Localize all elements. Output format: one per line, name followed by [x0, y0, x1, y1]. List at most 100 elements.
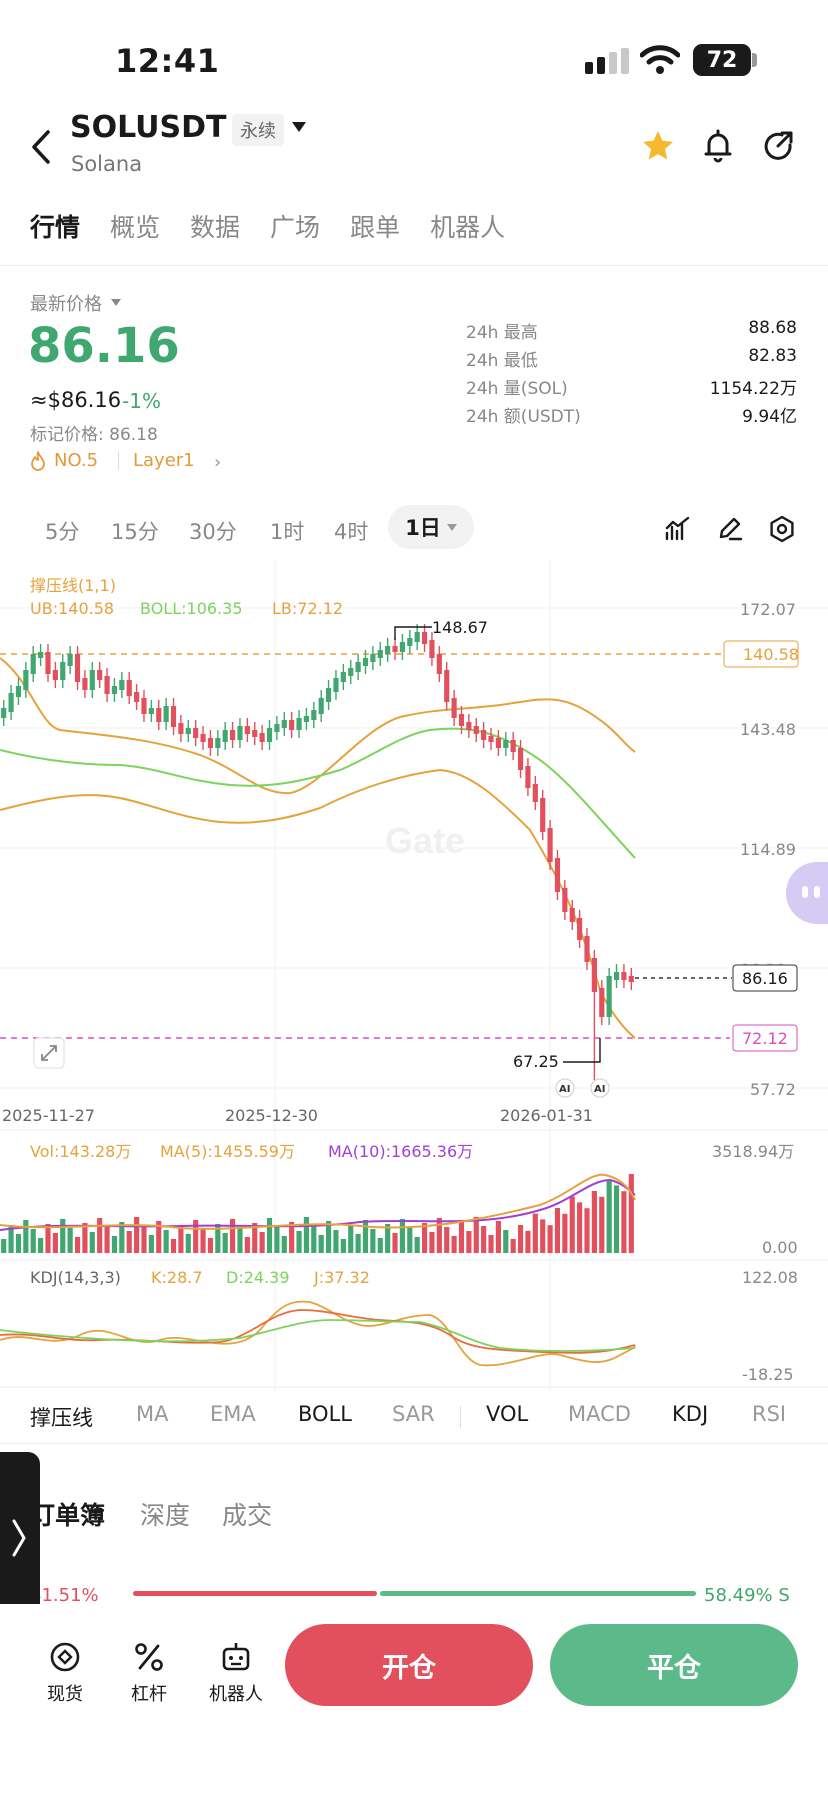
side-drawer-handle[interactable] [0, 1452, 40, 1624]
draw-pencil-icon[interactable] [716, 515, 744, 543]
ind-tab-ma[interactable]: MA [136, 1402, 169, 1426]
stat-low-label: 24h 最低 [466, 351, 538, 371]
boll-upper-line [0, 657, 636, 795]
candle-body [473, 726, 479, 734]
fullscreen-icon[interactable] [33, 1037, 65, 1069]
tab-market[interactable]: 行情 [30, 213, 81, 242]
last-price-dropdown-icon[interactable] [111, 299, 121, 306]
ind-tab-vol[interactable]: VOL [486, 1402, 529, 1426]
volume-bar [82, 1223, 88, 1253]
boll-mid-line [0, 727, 636, 859]
ind-tab-macd[interactable]: MACD [568, 1402, 631, 1426]
nav-spot[interactable]: 现货 [35, 1640, 95, 1706]
chart-settings-icon[interactable] [768, 515, 796, 543]
ai-badge-1[interactable]: AI [559, 1084, 570, 1095]
tab-copy-trade[interactable]: 跟单 [350, 213, 401, 242]
timeframe-5m[interactable]: 5分 [45, 520, 80, 544]
volume-bar [414, 1237, 420, 1253]
close-position-button[interactable]: 平仓 [550, 1624, 798, 1706]
candle-body [222, 730, 228, 742]
candle-body [562, 888, 568, 912]
timeframe-1h[interactable]: 1时 [270, 520, 305, 544]
candle-body [126, 680, 132, 696]
vol-min-label: 0.00 [762, 1238, 798, 1257]
candle-body [591, 958, 597, 992]
nav-leverage-label: 杠杆 [131, 1684, 167, 1705]
tab-orderbook[interactable]: 订单簿 [30, 1501, 106, 1530]
timeframe-1d[interactable]: 1日 [388, 505, 474, 549]
candle-body [481, 730, 487, 740]
status-time: 12:41 [115, 42, 220, 80]
volume-bar [207, 1238, 214, 1253]
candle-body [554, 858, 561, 892]
candle-body [466, 722, 472, 730]
candlestick-series [1, 624, 634, 1080]
candle-body [252, 730, 258, 737]
volume-bar [74, 1237, 81, 1253]
indicator-chart-icon[interactable] [664, 515, 692, 543]
candle-body [89, 670, 95, 690]
nav-leverage[interactable]: 杠杆 [119, 1640, 179, 1706]
chevron-right-icon [12, 1519, 26, 1557]
kdj-d-line [0, 1319, 636, 1352]
candle-body [274, 724, 280, 732]
ind-tab-support-resistance[interactable]: 撑压线 [30, 1406, 93, 1430]
volume-bar [289, 1222, 295, 1253]
timeframe-4h[interactable]: 4时 [334, 520, 369, 544]
candle-body [414, 632, 420, 642]
volume-bar [185, 1234, 191, 1253]
kline-chart[interactable]: Gate 148.67 67.25 AI AI 撑压线(1,1) UB:140.… [0, 560, 828, 1390]
wifi-icon [640, 45, 680, 74]
back-arrow-icon[interactable] [28, 128, 56, 166]
tab-trades[interactable]: 成交 [222, 1501, 273, 1530]
stat-high-value: 88.68 [748, 318, 797, 338]
candle-body [38, 652, 44, 658]
volume-bar [178, 1225, 184, 1253]
favorite-star-icon[interactable] [640, 128, 676, 164]
chevron-right-icon[interactable]: › [214, 452, 222, 473]
share-icon[interactable] [760, 128, 796, 164]
stat-turnover-value: 9.94亿 [742, 407, 797, 427]
candle-body [170, 706, 177, 727]
volume-bar [540, 1219, 546, 1253]
ai-badge-2[interactable]: AI [594, 1084, 605, 1095]
candle-body [193, 728, 199, 738]
kdj-max-label: 122.08 [742, 1268, 798, 1287]
indicator-tabs-divider [460, 1406, 461, 1428]
ind-tab-ema[interactable]: EMA [210, 1402, 256, 1426]
candle-body [628, 976, 634, 982]
ind-tab-sar[interactable]: SAR [392, 1402, 435, 1426]
x-tick-2: 2025-12-30 [225, 1106, 318, 1125]
rank-badge[interactable]: NO.5 [30, 450, 98, 471]
bell-icon[interactable] [700, 128, 736, 164]
sector-tag[interactable]: Layer1 [133, 450, 195, 471]
ind-tab-kdj[interactable]: KDJ [672, 1402, 709, 1426]
candle-body [362, 658, 369, 666]
timeframe-15m[interactable]: 15分 [111, 520, 159, 544]
symbol-dropdown-icon[interactable] [292, 122, 306, 132]
nav-bot[interactable]: 机器人 [203, 1640, 269, 1706]
signal-icon [585, 48, 629, 74]
kdj-j-label: J:37.32 [313, 1268, 370, 1287]
candle-body [237, 726, 243, 740]
tab-square[interactable]: 广场 [270, 213, 321, 242]
volume-bar [510, 1239, 516, 1253]
tab-data[interactable]: 数据 [190, 213, 241, 242]
volume-bar [38, 1238, 44, 1253]
nav-spot-label: 现货 [47, 1684, 83, 1705]
tab-depth[interactable]: 深度 [140, 1501, 191, 1530]
tab-overview[interactable]: 概览 [110, 213, 161, 242]
floating-assistant-button[interactable] [786, 862, 828, 924]
kdj-j-line [0, 1300, 636, 1367]
tab-bot[interactable]: 机器人 [430, 213, 506, 242]
candle-body [281, 720, 287, 728]
volume-bar [193, 1220, 199, 1253]
candle-body [532, 784, 538, 802]
open-position-button[interactable]: 开仓 [285, 1624, 533, 1706]
candle-body [215, 738, 221, 748]
timeframe-30m[interactable]: 30分 [189, 520, 237, 544]
last-price-label[interactable]: 最新价格 [30, 294, 102, 315]
ind-tab-rsi[interactable]: RSI [752, 1402, 787, 1426]
symbol-title[interactable]: SOLUSDT [70, 110, 227, 145]
ind-tab-boll[interactable]: BOLL [298, 1402, 352, 1426]
